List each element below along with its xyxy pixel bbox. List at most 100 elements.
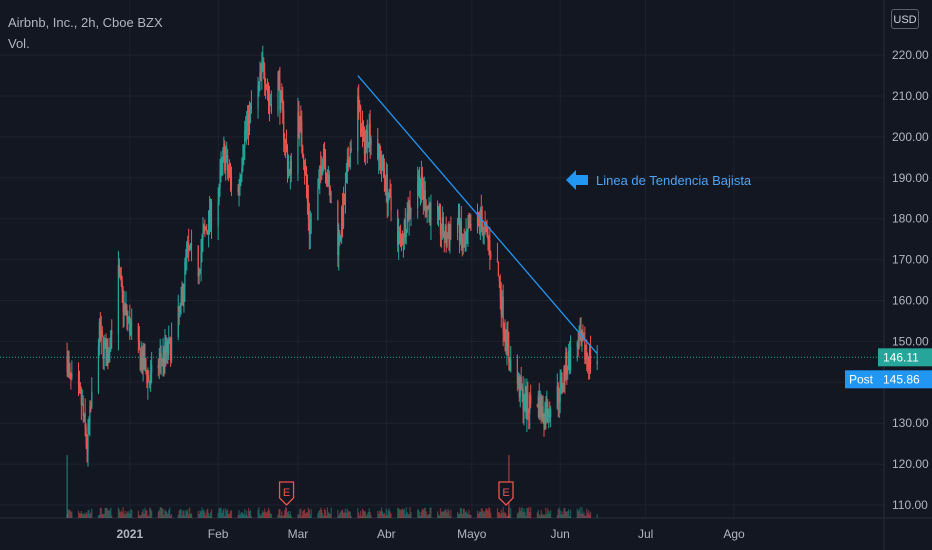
volume-bar <box>366 514 368 518</box>
candle-body <box>548 415 550 417</box>
candle-body <box>169 338 171 340</box>
candle-body <box>182 293 184 303</box>
candle-body <box>168 339 170 355</box>
volume-bar <box>297 514 299 518</box>
candle-body <box>257 85 259 109</box>
candle-body <box>445 226 447 246</box>
candle-body <box>428 208 430 210</box>
annotation-label: Linea de Tendencia Bajista <box>596 173 752 188</box>
volume-bar <box>360 510 362 518</box>
candle-body <box>290 160 292 174</box>
volume-bar <box>424 507 426 518</box>
candle-body <box>247 109 250 132</box>
candle-body <box>203 226 205 233</box>
volume-bar <box>482 511 484 518</box>
volume-bar <box>329 514 331 518</box>
candle-body <box>437 203 439 213</box>
volume-bar <box>439 508 442 518</box>
volume-bar <box>301 515 303 518</box>
candle-body <box>364 139 366 155</box>
volume-bar <box>203 509 205 518</box>
volume-bar <box>596 514 598 518</box>
candle-body <box>217 201 219 227</box>
candle-body <box>120 275 122 282</box>
volume-bar <box>444 508 446 518</box>
volume-bar <box>448 510 450 518</box>
candle-body <box>563 367 565 385</box>
volume-bar <box>419 515 422 518</box>
earnings-marker[interactable]: E <box>498 481 514 506</box>
post-price-label: 145.86 <box>883 372 920 386</box>
volume-bar <box>530 507 532 518</box>
volume-bar <box>338 515 340 518</box>
earnings-marker[interactable]: E <box>278 481 295 506</box>
volume-bar <box>118 509 120 518</box>
candle-body <box>177 306 179 338</box>
volume-bar <box>450 509 452 518</box>
candle-body <box>524 392 526 407</box>
volume-bar <box>97 515 100 518</box>
post-tag <box>845 370 878 389</box>
volume-bar <box>410 512 412 518</box>
volume-bar <box>479 511 481 518</box>
candle-body <box>228 171 231 174</box>
x-tick-label: Jun <box>550 527 569 541</box>
candle-body <box>442 217 444 238</box>
candle-body <box>263 61 265 72</box>
volume-bar <box>165 510 167 518</box>
volume-bar <box>240 512 242 518</box>
candle-body <box>126 306 128 320</box>
volume-bar <box>244 508 246 518</box>
candle-body <box>507 331 509 344</box>
candle-body <box>344 183 347 203</box>
volume-bar <box>262 510 264 518</box>
earnings-marker-label: E <box>283 487 290 499</box>
candle-body <box>66 357 68 373</box>
candle-body <box>219 169 221 189</box>
volume-bar <box>180 509 182 518</box>
candle-body <box>206 229 208 232</box>
candle-body <box>399 233 402 237</box>
currency-button[interactable]: USD <box>891 9 919 29</box>
candle-body <box>504 332 506 339</box>
volume-bar <box>228 513 231 518</box>
volume-bar <box>516 513 518 518</box>
volume-bar <box>406 512 408 518</box>
candle-body <box>558 402 560 404</box>
candle-body <box>440 232 442 235</box>
volume-bar <box>397 507 399 518</box>
candle-body <box>347 159 349 166</box>
candle-body <box>298 111 300 132</box>
candle-body <box>244 130 246 148</box>
volume-bar <box>408 514 410 518</box>
candle-body <box>519 376 521 398</box>
candle-body <box>181 293 183 296</box>
volume-bar <box>67 509 69 518</box>
volume-bar <box>567 511 569 518</box>
candle-body <box>470 223 472 231</box>
y-tick-label: 190.00 <box>892 171 929 185</box>
candle-body <box>587 357 589 360</box>
x-tick-label: 2021 <box>116 527 143 541</box>
candle-body <box>159 353 161 360</box>
volume-bar <box>343 512 346 518</box>
candle-body <box>105 341 107 366</box>
candle-body <box>179 304 181 312</box>
volume-bar <box>162 508 164 518</box>
volume-bar <box>380 511 382 518</box>
volume-bar <box>171 514 173 518</box>
candle-body <box>523 406 525 411</box>
volume-bar <box>304 513 307 518</box>
candle-body <box>151 364 153 373</box>
candle-body <box>586 352 588 358</box>
volume-bar <box>466 512 468 518</box>
volume-bar <box>308 509 310 518</box>
candle-body <box>140 356 142 370</box>
volume-bar <box>417 509 419 518</box>
candle-body <box>337 201 339 256</box>
x-tick-label: Abr <box>377 527 396 541</box>
volume-bar <box>524 512 526 518</box>
candle-body <box>241 167 243 176</box>
volume-bar <box>144 507 146 518</box>
